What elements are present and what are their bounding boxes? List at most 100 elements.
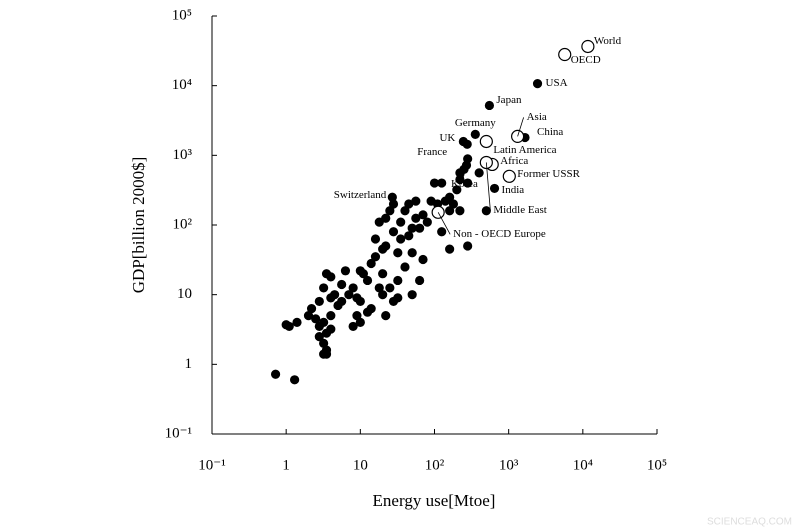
x-tick-label: 10⁵ [647, 457, 667, 473]
point [366, 304, 376, 314]
point-label: France [417, 146, 447, 158]
point [418, 210, 428, 220]
point [445, 206, 455, 216]
x-tick-label: 10³ [499, 457, 519, 473]
point-label: UK [439, 132, 455, 144]
point [462, 139, 472, 149]
point [463, 154, 473, 164]
point [319, 283, 329, 293]
point [481, 206, 491, 216]
point [378, 244, 388, 254]
point [455, 168, 465, 178]
point [319, 338, 329, 348]
point [348, 283, 358, 293]
point [366, 258, 376, 269]
point [407, 290, 417, 300]
point [415, 223, 425, 233]
point [437, 227, 447, 237]
point-label: China [537, 126, 563, 138]
point [411, 196, 421, 206]
y-axis-title: GDP[billion 2000$] [129, 157, 148, 293]
y-tick-label: 10² [173, 216, 193, 232]
point [484, 100, 495, 111]
point [404, 231, 414, 241]
point [470, 129, 480, 139]
point [393, 275, 403, 286]
point-label: India [502, 184, 525, 196]
point [284, 321, 294, 332]
point [393, 293, 403, 303]
point-label: Japan [496, 94, 522, 106]
point [348, 321, 358, 332]
watermark: SCIENCEAQ.COM [707, 517, 792, 528]
point [445, 192, 455, 202]
point [314, 296, 324, 307]
point [455, 206, 465, 216]
point [448, 199, 459, 209]
point-label: Germany [455, 117, 496, 129]
point [337, 296, 347, 307]
y-tick-label: 10⁵ [172, 7, 192, 23]
point [340, 266, 351, 276]
point [415, 275, 425, 286]
point [463, 178, 473, 188]
y-tick-label: 10³ [173, 147, 193, 163]
x-tick-label: 1 [282, 457, 290, 473]
point [326, 311, 336, 321]
point [407, 223, 417, 233]
point [355, 317, 365, 327]
point [292, 317, 302, 327]
point-label: Former USSR [517, 168, 580, 180]
point [396, 217, 406, 227]
point-label: Africa [500, 155, 528, 167]
point-label: USA [546, 77, 568, 89]
point [411, 213, 421, 223]
point [388, 227, 399, 237]
point [330, 290, 340, 300]
leader-line [517, 117, 524, 137]
point [445, 244, 455, 254]
point [532, 79, 543, 89]
open-point [502, 169, 516, 183]
point [393, 248, 403, 258]
point [463, 241, 473, 251]
point [385, 283, 395, 293]
point [370, 234, 381, 244]
point [337, 279, 347, 290]
point [344, 290, 354, 300]
point [381, 213, 391, 223]
point [311, 314, 321, 324]
point [422, 217, 432, 227]
point [326, 324, 336, 334]
x-tick-label: 10 [353, 457, 368, 473]
point [370, 252, 381, 262]
point-label: Latin America [493, 144, 556, 156]
point-label: Asia [527, 111, 547, 123]
y-tick-label: 10⁴ [172, 77, 192, 93]
point-label: OECD [571, 54, 601, 66]
y-tick-label: 10⁻¹ [165, 425, 192, 441]
point [396, 234, 406, 244]
open-point [581, 39, 595, 54]
x-tick-label: 10² [425, 457, 445, 473]
point [321, 349, 332, 359]
point [407, 248, 417, 258]
point [319, 317, 329, 327]
point [400, 206, 410, 216]
point [362, 275, 373, 286]
open-point [479, 134, 493, 149]
point [326, 272, 336, 282]
point [452, 185, 462, 195]
leader-line [437, 212, 451, 235]
point [378, 290, 388, 300]
point [358, 269, 369, 279]
x-axis-title: Energy use[Mtoe] [373, 491, 496, 510]
leader-line [485, 162, 491, 211]
point-label: Switzerland [334, 189, 387, 201]
point-label: World [594, 35, 622, 47]
point [314, 332, 324, 342]
y-tick-label: 10 [177, 286, 192, 302]
point [437, 178, 447, 188]
point [306, 304, 317, 314]
